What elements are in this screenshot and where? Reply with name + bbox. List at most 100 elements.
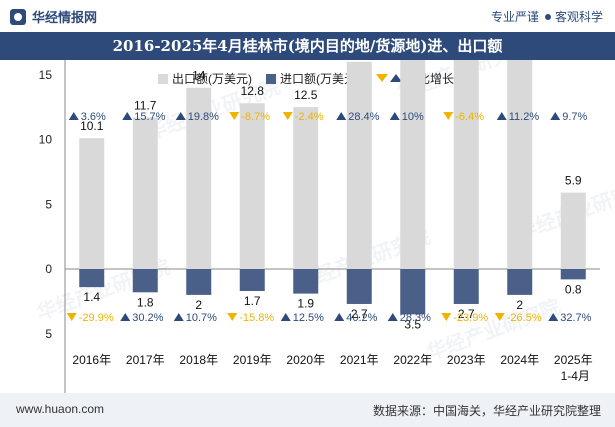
x-tick-label: 1-4月 (561, 369, 590, 383)
import-value-label: 2.7 (458, 307, 475, 321)
export-growth-label: 28.4% (348, 111, 379, 123)
growth-down-triangle-icon (443, 112, 454, 120)
top-bar: 华经情报网 专业严谨 客观科学 (0, 0, 615, 32)
import-growth-label: 32.7% (560, 312, 591, 324)
growth-up-triangle-icon (120, 313, 131, 321)
growth-up-triangle-icon (280, 313, 291, 321)
legend-export-label: 出口额(万美元) (172, 72, 252, 86)
growth-up-triangle-icon (550, 112, 561, 120)
tagline: 专业严谨 客观科学 (491, 8, 603, 25)
import-growth-label: 30.2% (132, 312, 163, 324)
export-growth-label: 9.7% (562, 111, 587, 123)
import-value-label: 2.7 (351, 307, 368, 321)
import-growth-label: -15.8% (239, 312, 274, 324)
legend-down-triangle-icon (376, 74, 388, 82)
import-growth-label: 12.5% (293, 312, 324, 324)
export-growth-label: -6.4% (455, 111, 484, 123)
brand-name: 华经情报网 (32, 10, 98, 25)
tagline-left: 专业严谨 (490, 10, 539, 24)
export-bar (132, 117, 158, 269)
export-bar (560, 192, 586, 269)
import-value-label: 2 (516, 298, 523, 312)
chart: 华经产业研究院华经产业研究院华经产业研究院华经产业研究院华经产业研究院华经产业研… (34, 60, 615, 394)
import-bar (400, 269, 426, 315)
growth-up-triangle-icon (389, 112, 400, 120)
x-tick-label: 2021年 (340, 353, 379, 367)
export-value-label: 10.1 (80, 119, 104, 133)
import-value-label: 2 (195, 298, 202, 312)
export-bar (293, 107, 319, 269)
growth-up-triangle-icon (173, 313, 184, 321)
growth-down-triangle-icon (494, 313, 505, 321)
growth-down-triangle-icon (441, 313, 452, 321)
export-value-label: 5.9 (565, 174, 582, 188)
footer-source: 数据来源：中国海关，华经产业研究院整理 (372, 404, 601, 418)
export-growth-label: 11.2% (509, 111, 540, 123)
x-tick-label: 2020年 (286, 353, 325, 367)
growth-down-triangle-icon (282, 112, 293, 120)
x-tick-label: 2024年 (500, 353, 539, 367)
import-bar (560, 269, 586, 280)
export-growth-label: 10% (402, 111, 424, 123)
legend-export-swatch (158, 74, 168, 84)
import-growth-label: 28.3% (400, 312, 431, 324)
footer-url[interactable]: www.huaon.com (16, 402, 105, 416)
y-tick-label: 15 (39, 68, 53, 82)
import-value-label: 1.8 (137, 295, 154, 309)
growth-up-triangle-icon (548, 313, 559, 321)
bullet-icon (544, 14, 551, 21)
export-bar (239, 103, 265, 269)
import-value-label: 3.5 (404, 317, 421, 331)
growth-up-triangle-icon (175, 112, 186, 120)
export-value-label: 12.8 (241, 84, 265, 98)
growth-up-triangle-icon (68, 112, 79, 120)
x-tick-label: 2022年 (393, 353, 432, 367)
legend-import-label: 进口额(万美元) (280, 72, 360, 86)
export-bar (79, 138, 105, 269)
growth-down-triangle-icon (229, 112, 240, 120)
import-value-label: 1.7 (244, 294, 261, 308)
x-tick-label: 2025年 (554, 353, 593, 367)
export-value-label: 12.5 (294, 88, 318, 102)
export-growth-label: 19.8% (188, 111, 219, 123)
import-bar (346, 269, 372, 304)
x-tick-label: 2023年 (447, 353, 486, 367)
import-bar (79, 269, 105, 288)
import-growth-label: 10.7% (186, 312, 217, 324)
import-bar (186, 269, 212, 295)
import-bar (132, 269, 158, 293)
import-growth-label: -23.9% (453, 312, 488, 324)
y-tick-label: 10 (39, 133, 53, 147)
brand: 华经情报网 (10, 7, 97, 26)
x-tick-label: 2017年 (126, 353, 165, 367)
import-growth-label: -26.5% (507, 312, 542, 324)
x-tick-label: 2019年 (233, 353, 272, 367)
chart-title: 2016-2025年4月桂林市(境内目的地/货源地)进、出口额 (0, 32, 615, 60)
growth-up-triangle-icon (496, 112, 507, 120)
brand-logo-icon (10, 8, 26, 25)
growth-up-triangle-icon (387, 313, 398, 321)
watermark-text: 华经产业研究院 (424, 294, 564, 364)
x-tick-label: 2016年 (72, 353, 111, 367)
y-tick-label: 5 (45, 327, 52, 341)
import-bar (293, 269, 319, 294)
import-value-label: 1.4 (83, 290, 100, 304)
growth-up-triangle-icon (336, 112, 347, 120)
export-bar (346, 61, 372, 269)
y-tick-label: 10 (39, 392, 53, 394)
export-growth-label: -2.4% (295, 111, 324, 123)
growth-down-triangle-icon (66, 313, 77, 321)
legend-up-triangle-icon (390, 74, 402, 82)
import-growth-label: -29.9% (79, 312, 114, 324)
tagline-right: 客观科学 (554, 10, 603, 24)
export-value-label: 11.7 (134, 98, 157, 112)
export-bar (400, 60, 426, 269)
legend-import-swatch (266, 74, 276, 84)
y-tick-label: 5 (45, 197, 52, 211)
y-tick-label: 0 (45, 262, 52, 276)
footer: www.huaon.com 数据来源：中国海关，华经产业研究院整理 (0, 393, 615, 427)
export-growth-label: 3.6% (81, 111, 106, 123)
export-growth-label: -8.7% (241, 111, 270, 123)
export-bar (186, 87, 212, 269)
import-growth-label: 40.2% (346, 312, 377, 324)
